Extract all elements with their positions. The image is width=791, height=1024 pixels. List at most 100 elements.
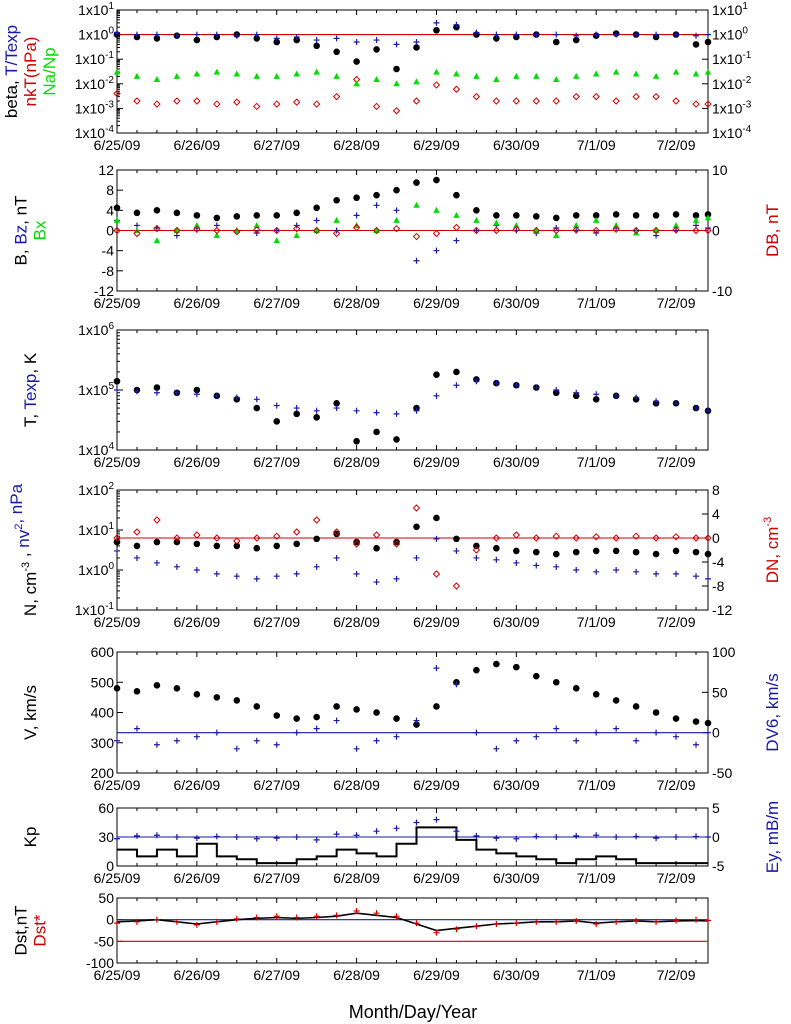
x-tick-label: 6/30/09 xyxy=(493,777,540,793)
data-point xyxy=(253,544,261,552)
data-point xyxy=(233,573,240,580)
data-point xyxy=(533,31,540,38)
data-point xyxy=(373,910,380,917)
data-point xyxy=(233,394,240,401)
data-point xyxy=(193,733,200,740)
left-axis-label-line: Bx xyxy=(31,220,50,240)
y-tick-label: 1x104 xyxy=(78,441,114,458)
data-point xyxy=(705,917,711,924)
x-tick-label: 6/26/09 xyxy=(174,870,221,886)
data-point xyxy=(313,535,320,543)
data-point xyxy=(672,97,680,105)
data-point xyxy=(233,537,241,545)
data-point xyxy=(293,36,300,44)
y-tick-label: 1x100 xyxy=(78,26,114,43)
data-point xyxy=(672,533,680,541)
data-point xyxy=(592,92,600,101)
data-point xyxy=(632,70,640,77)
data-point xyxy=(373,37,380,44)
data-point xyxy=(593,832,600,839)
data-point xyxy=(133,554,140,561)
left-axis-label-line: Kp xyxy=(21,827,40,848)
data-point xyxy=(473,72,480,79)
data-point xyxy=(692,718,700,725)
data-point xyxy=(693,916,700,923)
data-point xyxy=(652,534,660,542)
data-point xyxy=(473,227,480,234)
data-point xyxy=(453,382,460,389)
data-point xyxy=(413,44,420,51)
data-point xyxy=(114,835,120,842)
data-point xyxy=(373,202,380,209)
data-point xyxy=(633,31,640,38)
data-point xyxy=(413,920,420,927)
data-point xyxy=(333,400,340,407)
data-point xyxy=(513,559,520,566)
data-point xyxy=(292,98,301,106)
data-point xyxy=(333,48,340,56)
data-point xyxy=(253,914,260,921)
data-point xyxy=(473,542,480,550)
data-point xyxy=(704,100,712,108)
data-point xyxy=(572,392,580,400)
y-right-tick-label: 0 xyxy=(712,725,720,741)
data-point xyxy=(213,214,221,222)
data-point xyxy=(173,97,181,105)
y-tick-label: 1x106 xyxy=(78,321,114,338)
series-texp xyxy=(114,378,711,417)
data-point xyxy=(273,227,280,234)
data-point xyxy=(433,665,440,672)
data-point xyxy=(233,834,240,840)
data-point xyxy=(612,211,620,218)
data-point xyxy=(373,428,380,436)
data-point xyxy=(452,85,461,93)
data-point xyxy=(233,915,240,922)
data-point xyxy=(133,542,141,550)
data-point xyxy=(113,538,121,546)
y-right-tick-label: -4 xyxy=(712,554,725,570)
x-axis-title: Month/Day/Year xyxy=(349,1002,477,1022)
y-tick-label: -100 xyxy=(86,955,114,971)
data-point xyxy=(213,542,221,550)
data-point xyxy=(613,567,620,573)
left-axis-label-line: N, cm-3 , nv2, nPa xyxy=(7,483,40,616)
left-axis-label-line: T, Texp, K xyxy=(21,352,40,427)
data-point xyxy=(673,31,680,38)
series-nv2 xyxy=(114,535,711,586)
panel-frame xyxy=(116,651,709,774)
data-point xyxy=(213,68,221,75)
panel-4: 6/25/09 6/26/09 6/27/09 6/28/09 6/29/09 6/30/… xyxy=(7,481,782,630)
data-point xyxy=(233,70,240,77)
data-point xyxy=(473,216,480,223)
data-point xyxy=(433,176,440,184)
x-tick-label: 6/25/09 xyxy=(94,870,141,886)
data-point xyxy=(333,196,340,204)
x-tick-label: 7/1/09 xyxy=(577,454,616,470)
data-point xyxy=(213,100,221,108)
data-point xyxy=(114,29,120,36)
data-point xyxy=(492,534,501,542)
data-point xyxy=(253,404,261,412)
series-b xyxy=(113,176,712,222)
x-tick-label: 7/1/09 xyxy=(577,295,616,311)
data-point xyxy=(213,226,221,235)
data-point xyxy=(293,570,300,577)
left-axis-label: beta, T/Texp nkT(nPa) Na/Np xyxy=(2,25,59,118)
data-point xyxy=(153,389,160,396)
data-point xyxy=(392,224,401,233)
data-point xyxy=(513,212,520,219)
data-point xyxy=(153,384,161,391)
data-point xyxy=(133,832,140,839)
data-point xyxy=(513,663,520,671)
y-tick-label: 12 xyxy=(98,162,114,178)
data-point xyxy=(632,226,640,235)
data-point xyxy=(153,516,161,524)
y-tick-label: 0 xyxy=(106,223,114,239)
data-point xyxy=(633,917,640,924)
data-point xyxy=(653,835,660,842)
data-point xyxy=(114,920,120,927)
x-tick-label: 7/2/09 xyxy=(657,777,696,793)
data-point xyxy=(673,834,680,840)
y-tick-label: 600 xyxy=(91,644,115,660)
